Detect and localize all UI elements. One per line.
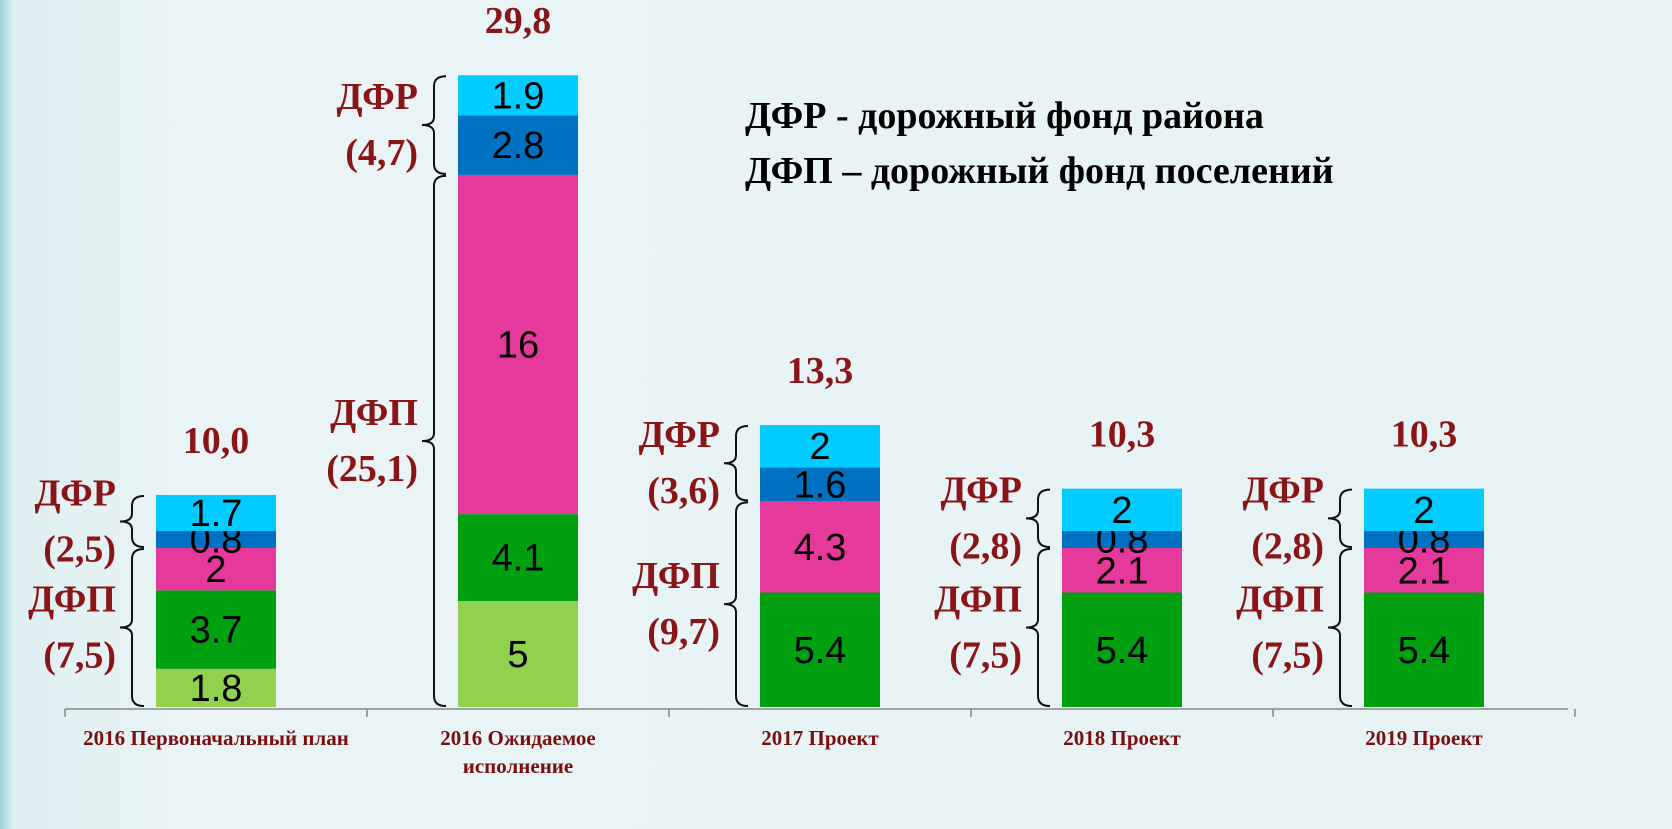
bracket [1025,548,1051,707]
bar-segment [156,495,276,532]
bracket [723,501,749,707]
segment-label: 2 [1413,490,1434,532]
x-tick-label: 2016 Первоначальный план [83,726,349,750]
bracket-label: ДФП [28,579,116,621]
bar-segment [458,174,578,515]
total-label: 10,0 [183,420,250,462]
bracket [119,495,145,548]
bar-segment [156,548,276,591]
bar-segment [458,601,578,707]
bracket-value: (7,5) [949,635,1022,677]
bracket [1327,488,1353,548]
bracket [421,75,447,175]
bar-segment [1062,488,1182,532]
bracket [119,548,145,707]
bracket-label: ДФР [337,76,419,118]
bracket-value: (9,7) [647,611,720,653]
x-tick-label: 2016 Ожидаемое исполнение [440,726,596,778]
bar-segment [1062,531,1182,548]
bar-segment [760,467,880,502]
segment-label: 16 [497,324,539,366]
segment-label: 1.9 [492,75,545,117]
x-tick-label: 2017 Проект [761,726,879,750]
bracket-label: ДФР [639,414,721,456]
segment-label: 5.4 [1398,630,1451,672]
segment-label: 5.4 [794,630,847,672]
bracket-label: ДФП [934,579,1022,621]
segment-label: 1.8 [190,668,243,710]
segment-label: 2.8 [492,125,545,167]
segment-label: 2 [1111,490,1132,532]
bracket-label: ДФР [35,473,117,515]
segment-label: 1.7 [190,493,243,535]
segment-label: 4.1 [492,538,545,580]
bar-segment [1062,592,1182,707]
total-label: 13,3 [787,350,854,392]
bracket-value: (25,1) [326,448,418,490]
bar-segment [458,115,578,175]
bar-segment [1364,531,1484,548]
bracket-value: (2,5) [43,529,116,571]
bracket-value: (7,5) [1251,635,1324,677]
bracket-label: ДФП [330,392,418,434]
bracket-value: (4,7) [345,132,418,174]
bar-segment [760,425,880,468]
bar-segment [1364,488,1484,532]
bracket [1025,488,1051,548]
bar-segment [760,592,880,707]
bar-segment [1364,548,1484,593]
bracket-value: (2,8) [949,525,1022,567]
bar-segment [458,75,578,116]
x-tick-label: 2018 Проект [1063,726,1181,750]
bar-segment [156,531,276,548]
bracket-label: ДФП [632,555,720,597]
legend-line: ДФР - дорожный фонд района [745,95,1264,137]
segment-label: 1.6 [794,464,847,506]
bracket [421,174,447,707]
segment-label: 5.4 [1096,630,1149,672]
legend-line: ДФП – дорожный фонд поселений [745,150,1334,192]
bracket-value: (3,6) [647,470,720,512]
total-label: 10,3 [1089,414,1156,456]
bracket-label: ДФР [1243,469,1325,511]
bar-segment [1062,548,1182,593]
segment-label: 2 [205,549,226,591]
bar-segment [458,514,578,601]
bar-segment [156,668,276,707]
bracket-value: (7,5) [43,635,116,677]
segment-label: 2.1 [1096,550,1149,592]
bar-segment [1364,592,1484,707]
bracket-label: ДФР [941,469,1023,511]
bracket-label: ДФП [1236,579,1324,621]
segment-label: 5 [507,634,528,676]
segment-label: 3.7 [190,610,243,652]
bracket [1327,548,1353,707]
bracket-value: (2,8) [1251,525,1324,567]
x-tick-label: 2019 Проект [1365,726,1483,750]
total-label: 10,3 [1391,414,1458,456]
segment-label: 2 [809,426,830,468]
bar-segment [156,590,276,669]
total-label: 29,8 [485,0,552,42]
segment-label: 2.1 [1398,550,1451,592]
bracket [723,425,749,502]
segment-label: 4.3 [794,527,847,569]
bar-segment [760,501,880,593]
